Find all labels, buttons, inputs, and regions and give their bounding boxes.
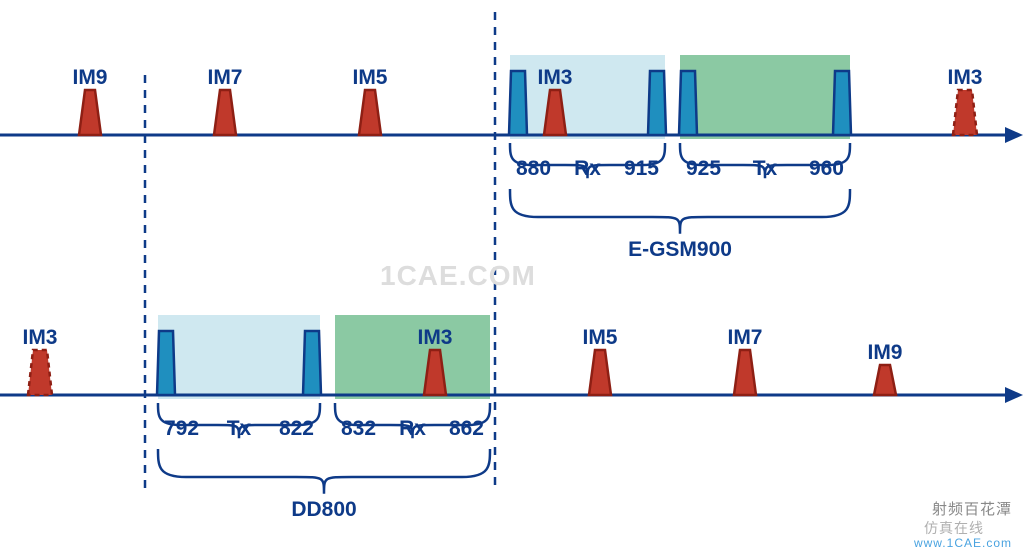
diagram-label: DD800 (291, 498, 356, 521)
diagram-label: IM3 (537, 66, 572, 89)
diagram-label: IM3 (22, 326, 57, 349)
frequency-band (510, 55, 665, 139)
im-peak (157, 331, 175, 395)
diagram-label: IM7 (207, 66, 242, 89)
diagram-label: IM5 (352, 66, 387, 89)
axis-arrow-icon (1005, 127, 1023, 143)
diagram-label: E-GSM900 (628, 238, 732, 261)
diagram-label: 925 (686, 157, 721, 180)
im-peak (79, 90, 101, 135)
diagram-label: Tx (753, 157, 778, 180)
diagram-label: IM7 (727, 326, 762, 349)
im-peak (734, 350, 756, 395)
im-peak-dashed (953, 90, 977, 135)
diagram-label: IM9 (867, 341, 902, 364)
im-peak (589, 350, 611, 395)
diagram-label: 880 (516, 157, 551, 180)
im-peak (214, 90, 236, 135)
watermark-url: www.1CAE.com (914, 536, 1012, 550)
im-peak-dashed (28, 350, 52, 395)
diagram-label: IM9 (72, 66, 107, 89)
brace (510, 189, 850, 234)
diagram-label: IM5 (582, 326, 617, 349)
axis-arrow-icon (1005, 387, 1023, 403)
diagram-label: 960 (809, 157, 844, 180)
watermark-r1: 射频百花潭 (932, 498, 1012, 519)
diagram-label: 915 (624, 157, 659, 180)
frequency-band (158, 315, 320, 399)
im-peak (509, 71, 527, 135)
watermark-center: 1CAE.COM (380, 260, 536, 292)
diagram-label: IM3 (417, 326, 452, 349)
diagram-label: 862 (449, 417, 484, 440)
brace (158, 449, 490, 494)
im-peak (833, 71, 851, 135)
im-peak (874, 365, 896, 395)
im-peak (679, 71, 697, 135)
diagram-label: 832 (341, 417, 376, 440)
diagram-label: Rx (399, 417, 426, 440)
im-peak (303, 331, 321, 395)
im-peak (648, 71, 666, 135)
frequency-band (680, 55, 850, 139)
im-peak (359, 90, 381, 135)
frequency-band (335, 315, 490, 399)
diagram-label: 822 (279, 417, 314, 440)
watermark-r2: 仿真在线 (924, 518, 984, 538)
diagram-label: Tx (227, 417, 252, 440)
diagram-label: Rx (574, 157, 601, 180)
diagram-label: 792 (164, 417, 199, 440)
diagram-label: IM3 (947, 66, 982, 89)
